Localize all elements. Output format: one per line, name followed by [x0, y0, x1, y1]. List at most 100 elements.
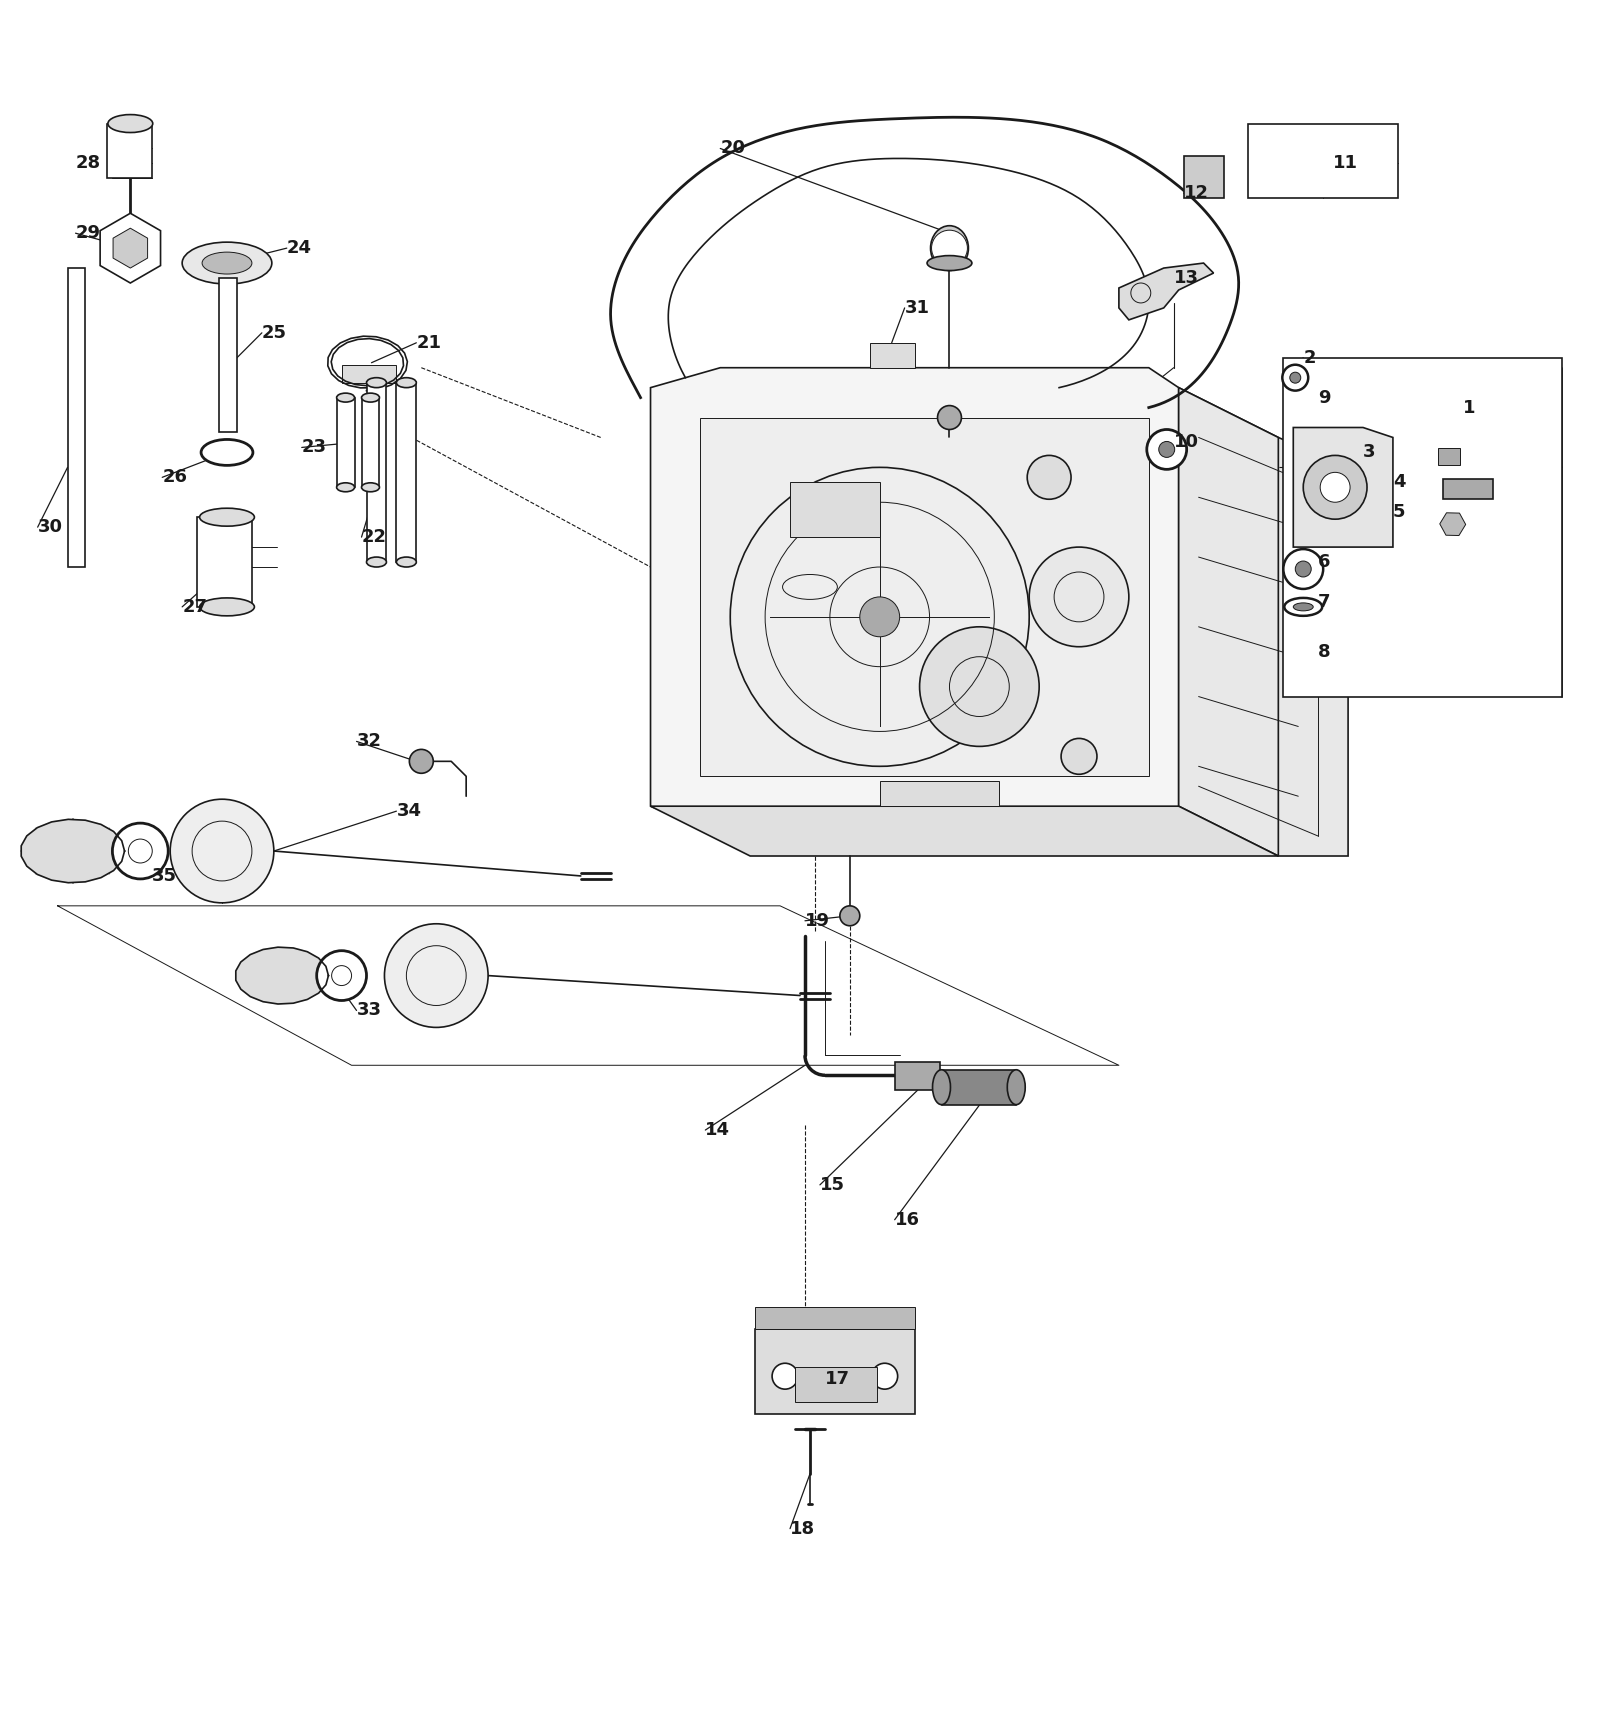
Text: 7: 7: [1318, 594, 1331, 611]
Text: 26: 26: [162, 468, 187, 486]
Polygon shape: [1179, 388, 1278, 856]
Bar: [1438, 448, 1459, 465]
Circle shape: [1029, 547, 1130, 647]
Ellipse shape: [1008, 1069, 1026, 1105]
Ellipse shape: [931, 227, 968, 271]
Text: 24: 24: [286, 239, 312, 257]
Bar: [894, 1062, 939, 1090]
Bar: [1443, 479, 1493, 499]
Polygon shape: [651, 367, 1179, 825]
Bar: [1184, 156, 1224, 199]
Circle shape: [317, 951, 366, 1000]
Text: 35: 35: [152, 867, 178, 885]
Bar: [341, 366, 397, 383]
Circle shape: [920, 626, 1038, 746]
Polygon shape: [1118, 263, 1213, 319]
Circle shape: [859, 597, 899, 637]
Circle shape: [1282, 366, 1309, 391]
Ellipse shape: [362, 482, 379, 492]
Bar: [1248, 124, 1398, 199]
Ellipse shape: [336, 482, 355, 492]
Circle shape: [128, 839, 152, 863]
Ellipse shape: [366, 378, 387, 388]
Ellipse shape: [336, 393, 355, 402]
Ellipse shape: [1293, 602, 1314, 611]
Text: 5: 5: [1394, 503, 1405, 522]
Ellipse shape: [200, 508, 254, 527]
Bar: [336, 398, 355, 487]
Text: 28: 28: [75, 154, 101, 172]
Text: 11: 11: [1333, 154, 1358, 172]
Bar: [366, 383, 387, 563]
Text: 29: 29: [75, 225, 101, 242]
Circle shape: [872, 1363, 898, 1390]
Bar: [790, 482, 880, 537]
Ellipse shape: [202, 252, 251, 275]
Circle shape: [730, 467, 1029, 767]
Bar: [880, 781, 1000, 807]
Text: 8: 8: [1318, 644, 1331, 661]
Text: 16: 16: [894, 1211, 920, 1229]
Text: 22: 22: [362, 529, 387, 546]
Circle shape: [1304, 455, 1366, 520]
Text: 21: 21: [416, 335, 442, 352]
Circle shape: [1158, 441, 1174, 458]
Text: 13: 13: [1174, 269, 1198, 287]
Circle shape: [112, 824, 168, 879]
Circle shape: [938, 405, 962, 429]
Circle shape: [840, 906, 859, 925]
Ellipse shape: [200, 597, 254, 616]
Text: 34: 34: [397, 801, 421, 820]
Ellipse shape: [202, 439, 253, 465]
Text: 6: 6: [1318, 553, 1331, 571]
Ellipse shape: [1285, 597, 1322, 616]
Ellipse shape: [926, 256, 971, 271]
Text: 19: 19: [805, 911, 830, 930]
Circle shape: [1061, 738, 1098, 774]
Text: 15: 15: [819, 1175, 845, 1194]
Circle shape: [1027, 455, 1070, 499]
Text: 1: 1: [1462, 398, 1475, 417]
Bar: [107, 124, 152, 178]
Ellipse shape: [107, 115, 152, 132]
Text: 3: 3: [1363, 443, 1376, 462]
Text: 20: 20: [720, 139, 746, 158]
Bar: [397, 383, 416, 563]
Polygon shape: [235, 947, 328, 1004]
Text: 10: 10: [1174, 434, 1198, 451]
Circle shape: [1296, 561, 1312, 577]
Circle shape: [410, 750, 434, 774]
Text: 23: 23: [302, 438, 326, 456]
Bar: [197, 517, 251, 607]
Bar: [941, 1071, 1016, 1105]
Polygon shape: [701, 417, 1149, 776]
Ellipse shape: [397, 558, 416, 566]
Circle shape: [931, 230, 968, 266]
Bar: [755, 1330, 915, 1414]
Text: 12: 12: [1184, 184, 1208, 202]
Circle shape: [1283, 549, 1323, 589]
Bar: [362, 398, 379, 487]
Circle shape: [1147, 429, 1187, 470]
Bar: [795, 1368, 877, 1402]
Text: 30: 30: [38, 518, 62, 535]
Text: 9: 9: [1318, 388, 1331, 407]
Polygon shape: [1293, 427, 1394, 547]
Polygon shape: [21, 819, 125, 882]
Polygon shape: [651, 807, 1278, 856]
Text: 32: 32: [357, 733, 381, 750]
Text: 18: 18: [790, 1520, 814, 1538]
Polygon shape: [870, 343, 915, 367]
Circle shape: [331, 966, 352, 985]
Ellipse shape: [397, 378, 416, 388]
Ellipse shape: [933, 1069, 950, 1105]
Text: 31: 31: [904, 299, 930, 317]
Circle shape: [1320, 472, 1350, 503]
Polygon shape: [1149, 388, 1349, 856]
Bar: [755, 1308, 915, 1330]
Text: 17: 17: [826, 1369, 850, 1388]
Circle shape: [384, 923, 488, 1028]
Text: 14: 14: [706, 1121, 730, 1139]
Text: 33: 33: [357, 1002, 381, 1019]
Bar: [1283, 357, 1562, 697]
